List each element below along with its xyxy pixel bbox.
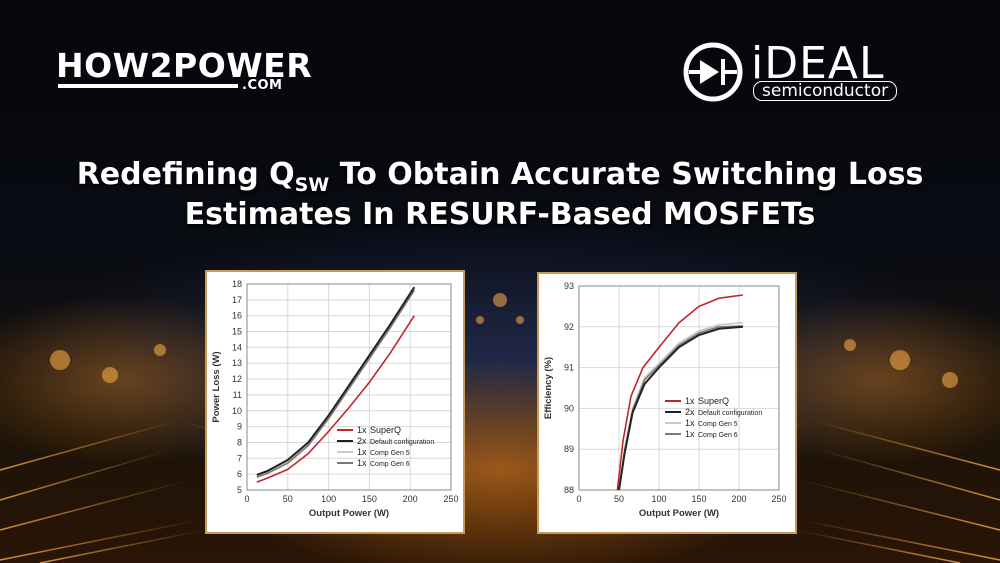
legend-label: Comp Gen 5	[698, 421, 738, 428]
y-tick-label: 6	[237, 469, 242, 479]
series-line-3	[256, 289, 415, 479]
headline-line-1: Redefining QSW To Obtain Accurate Switch…	[0, 155, 1000, 195]
y-tick-label: 88	[564, 485, 574, 495]
x-tick-label: 200	[731, 494, 746, 504]
series-line-2	[256, 288, 415, 478]
y-tick-label: 90	[564, 403, 574, 413]
x-tick-label: 50	[283, 494, 293, 504]
legend-label: Comp Gen 6	[698, 432, 738, 439]
legend-count: 2x	[357, 436, 367, 446]
legend-label: Default configuration	[698, 410, 762, 417]
headline-line-2: Estimates In RESURF-Based MOSFETs	[184, 197, 816, 232]
diode-emblem-icon	[683, 42, 743, 102]
y-tick-label: 91	[564, 363, 574, 373]
x-tick-label: 100	[651, 494, 666, 504]
legend-label: Comp Gen 6	[370, 461, 410, 468]
logo-left-underline	[58, 84, 238, 88]
plot-frame	[578, 285, 780, 491]
chart-panel-power-loss: 0 50 100 150 200 250 5 6 7 8 9 10 11 12 13 14 15 16 17 18 Ou…	[205, 270, 465, 534]
x-tick-label: 0	[244, 494, 249, 504]
power-loss-chart: 0 50 100 150 200 250 5 6 7 8 9 10 11 12 13 14 15 16 17 18 Ou…	[211, 279, 459, 519]
y-tick-label: 7	[237, 453, 242, 463]
y-tick-label: 12	[232, 374, 242, 384]
x-tick-label: 250	[443, 494, 458, 504]
y-tick-label: 92	[564, 322, 574, 332]
logo-left-suffix: .COM	[242, 78, 283, 93]
series-line-2	[618, 321, 744, 491]
logo-right-word: iDEAL	[751, 38, 885, 89]
chart-panel-efficiency: 0 50 100 150 200 250 88 89 90 91 92 93 Output Power …	[537, 272, 797, 534]
ideal-semiconductor-logo: iDEAL semiconductor	[681, 40, 941, 104]
y-tick-label: 15	[232, 327, 242, 337]
y-tick-label: 13	[232, 358, 242, 368]
series-line-1	[618, 325, 744, 491]
y-tick-label: 89	[564, 444, 574, 454]
y-axis-label: Efficiency (%)	[543, 357, 554, 419]
legend-label: Default configuration	[370, 439, 434, 446]
headline-subscript: SW	[294, 174, 330, 196]
x-tick-label: 150	[362, 494, 377, 504]
efficiency-chart: 0 50 100 150 200 250 88 89 90 91 92 93 Output Power …	[543, 281, 787, 519]
legend-label: SuperQ	[698, 396, 729, 406]
series-line-0	[616, 294, 744, 491]
legend-label: SuperQ	[370, 425, 401, 435]
y-tick-label: 17	[232, 295, 242, 305]
headline: Redefining QSW To Obtain Accurate Switch…	[0, 155, 1000, 235]
y-tick-label: 16	[232, 311, 242, 321]
x-tick-label: 200	[403, 494, 418, 504]
x-tick-label: 100	[321, 494, 336, 504]
y-tick-label: 11	[233, 390, 242, 400]
x-tick-label: 150	[691, 494, 706, 504]
x-tick-label: 250	[771, 494, 786, 504]
y-tick-label: 93	[564, 281, 574, 291]
legend-count: 1x	[685, 418, 695, 428]
logo-right-sub: semiconductor	[753, 81, 898, 101]
y-tick-label: 9	[237, 422, 242, 432]
legend-label: Comp Gen 5	[370, 450, 410, 457]
series-line-0	[256, 315, 415, 483]
y-tick-label: 10	[232, 406, 242, 416]
legend-count: 1x	[357, 447, 367, 457]
headline-part-2: To Obtain Accurate Switching Loss	[329, 157, 924, 192]
legend-count: 1x	[357, 458, 367, 468]
series-line-1	[256, 286, 416, 476]
legend-count: 1x	[685, 396, 695, 406]
legend-count: 1x	[685, 429, 695, 439]
x-axis-label: Output Power (W)	[639, 508, 719, 519]
x-tick-label: 50	[614, 494, 624, 504]
x-tick-label: 0	[576, 494, 581, 504]
y-tick-label: 8	[237, 437, 242, 447]
logo-left-word: HOW2POWER	[56, 46, 313, 85]
how2power-logo: HOW2POWER .COM	[56, 48, 312, 98]
y-tick-label: 14	[232, 342, 242, 352]
legend-count: 1x	[357, 425, 367, 435]
y-tick-label: 5	[237, 485, 242, 495]
y-axis-label: Power Loss (W)	[211, 351, 222, 422]
plot-frame	[246, 283, 452, 491]
headline-part-1: Redefining Q	[76, 157, 295, 192]
y-tick-label: 18	[232, 279, 242, 289]
x-axis-label: Output Power (W)	[309, 508, 389, 519]
legend-count: 2x	[685, 407, 695, 417]
